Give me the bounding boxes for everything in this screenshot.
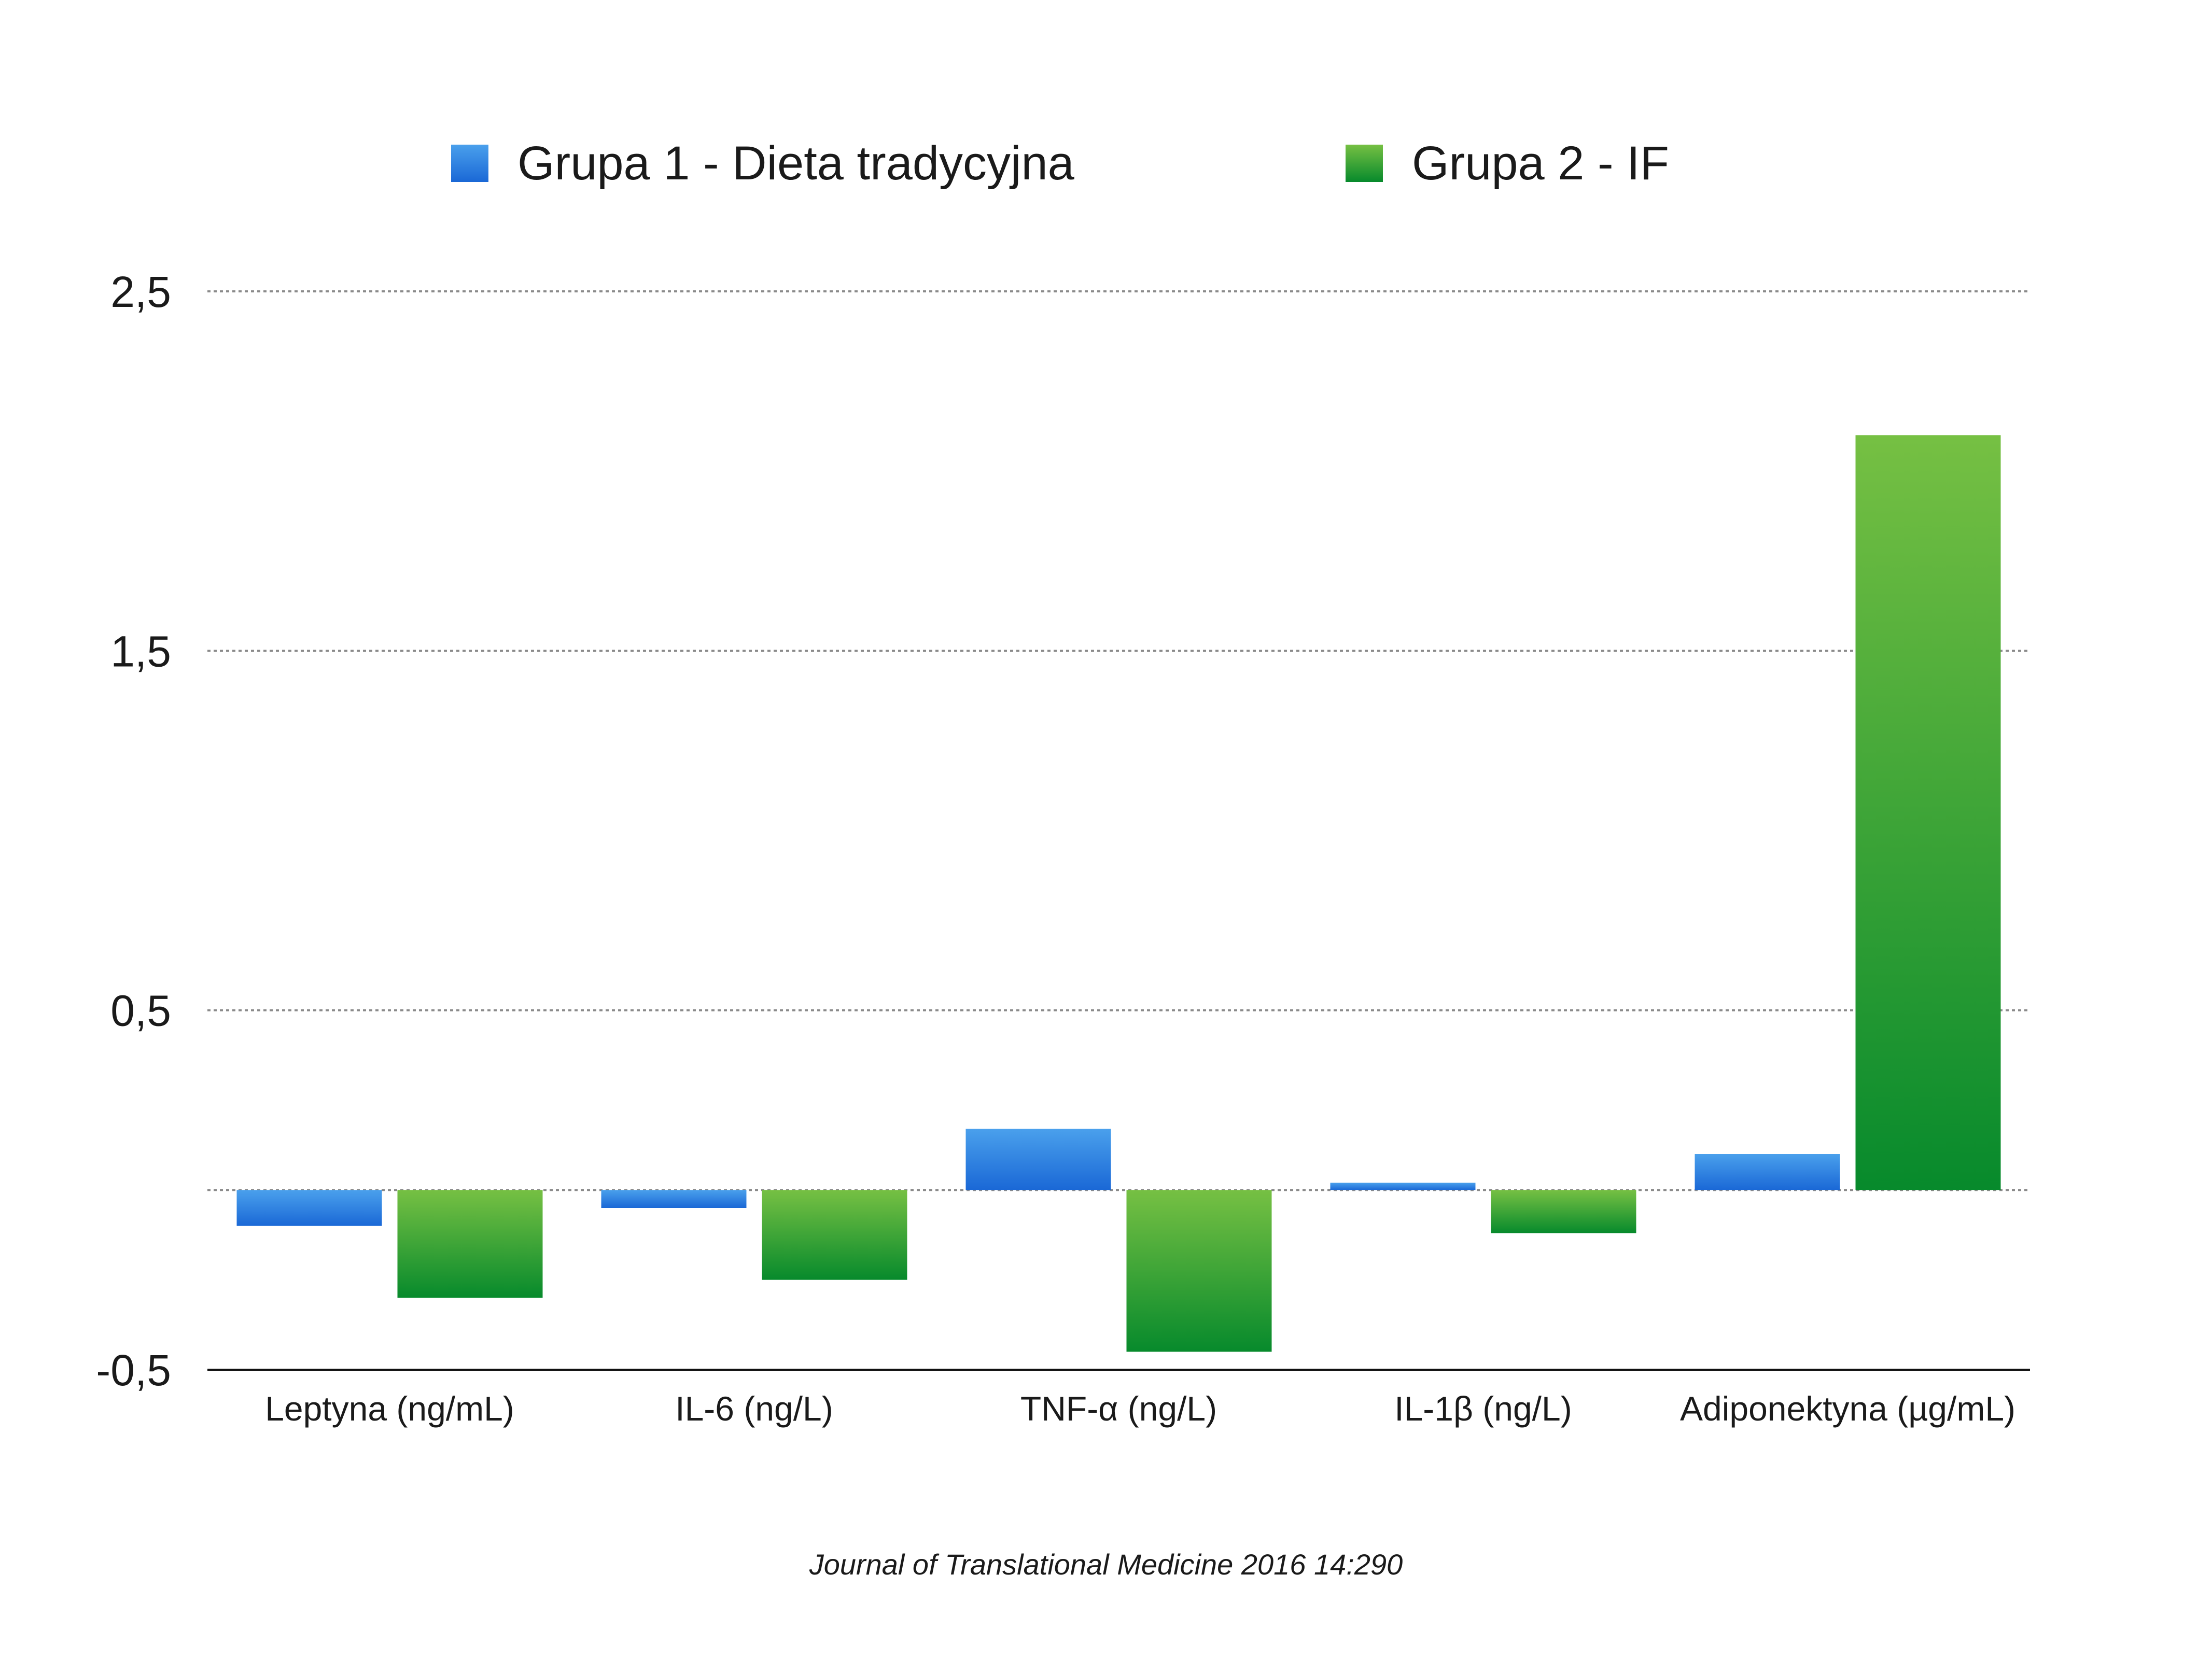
legend-label-group-1: Grupa 1 - Dieta tradycyjna [517,136,1074,190]
bar-series-2-1 [762,1190,907,1280]
bar-series-2-3 [1491,1190,1636,1233]
legend: Grupa 1 - Dieta tradycyjna Grupa 2 - IF [451,130,1747,197]
y-tick-label: -0,5 [96,1346,171,1395]
y-tick-label: 2,5 [110,268,171,316]
source-citation: Journal of Translational Medicine 2016 1… [809,1548,1403,1581]
y-tick-label: 1,5 [110,627,171,676]
legend-item-group-2: Grupa 2 - IF [1346,130,1669,197]
y-tick-labels: -0,5 0,5 1,5 2,5 [96,268,171,1395]
bar-series-2-2 [1126,1190,1272,1352]
bar-series-1-2 [965,1129,1111,1190]
x-tick-labels: Leptyna (ng/mL) IL-6 (ng/L) TNF-α (ng/L) IL… [265,1389,2015,1428]
bar-series-1-3 [1330,1183,1476,1190]
x-tick-label: IL-1β (ng/L) [1394,1389,1572,1428]
bar-series-2-0 [397,1190,543,1298]
gridlines [207,290,2030,1191]
x-tick-label: TNF-α (ng/L) [1020,1389,1217,1428]
bar-series-1-4 [1695,1154,1840,1190]
bar-series-1-0 [236,1190,382,1226]
legend-swatch-group-1 [451,145,488,182]
legend-item-group-1: Grupa 1 - Dieta tradycyjna [451,130,1074,197]
legend-label-group-2: Grupa 2 - IF [1412,136,1669,190]
x-tick-label: Adiponektyna (µg/mL) [1680,1389,2015,1428]
bar-series-2-4 [1855,435,2001,1190]
x-tick-label: IL-6 (ng/L) [675,1389,833,1428]
bar-series-1-1 [601,1190,747,1208]
x-tick-label: Leptyna (ng/mL) [265,1389,514,1428]
y-tick-label: 0,5 [110,987,171,1035]
bars [236,435,2001,1352]
legend-swatch-group-2 [1346,145,1383,182]
